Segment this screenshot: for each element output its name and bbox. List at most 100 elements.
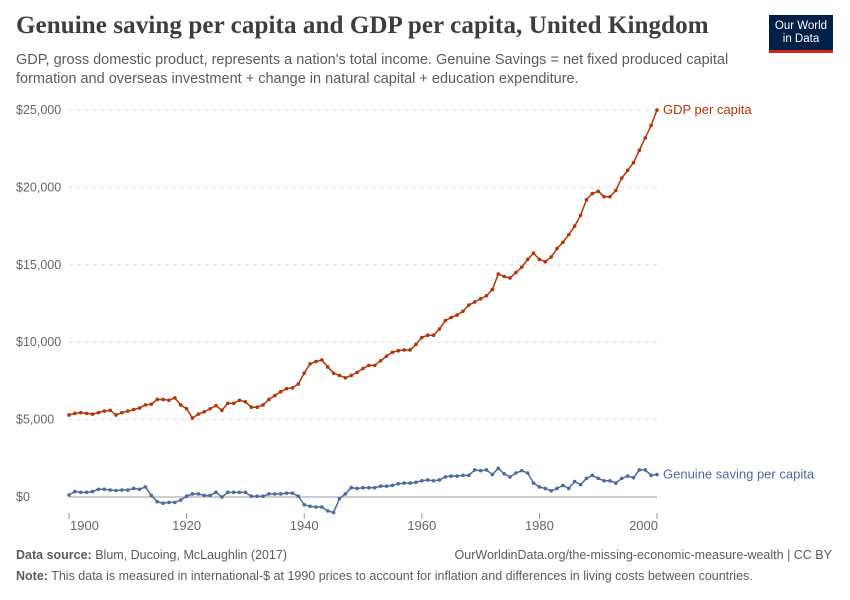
data-point	[84, 490, 89, 495]
data-point	[455, 474, 459, 478]
data-point	[467, 303, 471, 307]
data-point	[167, 398, 171, 403]
data-point	[243, 399, 248, 404]
series-label: Genuine saving per capita	[663, 467, 815, 482]
data-point	[196, 412, 201, 416]
data-point	[261, 494, 265, 499]
data-point	[425, 333, 430, 338]
source-url[interactable]: OurWorldinData.org/the-missing-economic-…	[454, 548, 832, 562]
data-point	[249, 405, 254, 410]
data-point	[590, 191, 595, 196]
data-point	[255, 494, 259, 499]
data-point	[349, 373, 354, 378]
data-point	[619, 176, 624, 180]
data-point	[143, 403, 148, 407]
data-point	[196, 492, 201, 496]
data-point	[543, 486, 548, 491]
data-point	[114, 488, 118, 493]
data-point	[137, 406, 142, 410]
data-point	[625, 474, 630, 478]
data-point	[637, 468, 642, 472]
data-point	[584, 476, 589, 481]
data-point	[90, 412, 95, 416]
data-point	[461, 473, 465, 478]
data-point	[73, 411, 77, 416]
y-tick-label: $15,000	[16, 258, 61, 272]
data-point	[614, 481, 618, 485]
data-point	[237, 490, 242, 495]
y-tick-label: $20,000	[16, 180, 61, 194]
data-point	[78, 410, 83, 415]
data-point	[278, 492, 283, 496]
data-point	[331, 510, 336, 515]
series-line	[68, 109, 658, 420]
data-point	[137, 487, 142, 492]
data-point	[425, 478, 430, 482]
data-point	[325, 509, 330, 513]
data-point	[372, 485, 377, 490]
data-point	[343, 492, 348, 496]
data-point	[161, 501, 165, 505]
data-point	[531, 251, 536, 255]
data-point	[349, 485, 354, 490]
data-point	[631, 475, 636, 480]
data-point	[73, 489, 77, 494]
data-point	[537, 257, 542, 262]
data-point	[378, 358, 383, 363]
data-point	[190, 416, 195, 420]
data-point	[525, 257, 530, 262]
note-label: Note:	[16, 569, 48, 583]
data-point	[302, 502, 307, 507]
data-point	[284, 491, 289, 495]
data-point	[455, 313, 459, 317]
data-point	[549, 255, 553, 259]
data-point	[367, 485, 371, 490]
data-point	[437, 478, 442, 482]
source-label: Data source:	[16, 548, 92, 562]
data-point	[273, 492, 277, 496]
data-point	[284, 386, 289, 391]
data-point	[149, 493, 154, 498]
data-point	[78, 490, 83, 495]
data-point	[561, 240, 565, 245]
data-point	[167, 500, 171, 505]
data-point	[314, 505, 318, 509]
data-point	[131, 407, 136, 412]
data-point	[296, 494, 301, 499]
data-point	[578, 482, 583, 487]
data-point	[190, 492, 195, 496]
x-tick-label: 1980	[525, 518, 554, 533]
data-point	[396, 482, 401, 486]
data-point	[96, 487, 101, 492]
data-point	[555, 486, 559, 491]
data-point	[390, 483, 395, 488]
data-point	[555, 246, 559, 251]
data-point	[625, 168, 630, 173]
data-point	[67, 413, 71, 417]
data-point	[408, 348, 412, 352]
data-point	[467, 473, 471, 478]
data-point	[390, 350, 395, 355]
data-point	[308, 362, 312, 366]
data-point	[173, 396, 177, 400]
series-line	[68, 467, 658, 514]
data-point	[519, 468, 524, 473]
data-point	[214, 490, 218, 495]
owid-logo[interactable]: Our World in Data	[769, 15, 833, 53]
data-point	[643, 468, 648, 472]
data-point	[567, 232, 571, 237]
data-point	[149, 402, 154, 406]
data-point	[126, 488, 130, 492]
data-point	[608, 478, 612, 483]
data-point	[220, 495, 224, 499]
note-text: This data is measured in international-$…	[51, 569, 753, 583]
data-point	[155, 397, 159, 402]
data-point	[402, 348, 406, 352]
data-point	[461, 309, 465, 314]
x-tick-label: 1900	[70, 518, 99, 533]
data-point	[514, 471, 518, 475]
data-point	[443, 475, 448, 479]
x-tick-label: 2000	[629, 518, 658, 533]
data-point	[408, 481, 412, 485]
